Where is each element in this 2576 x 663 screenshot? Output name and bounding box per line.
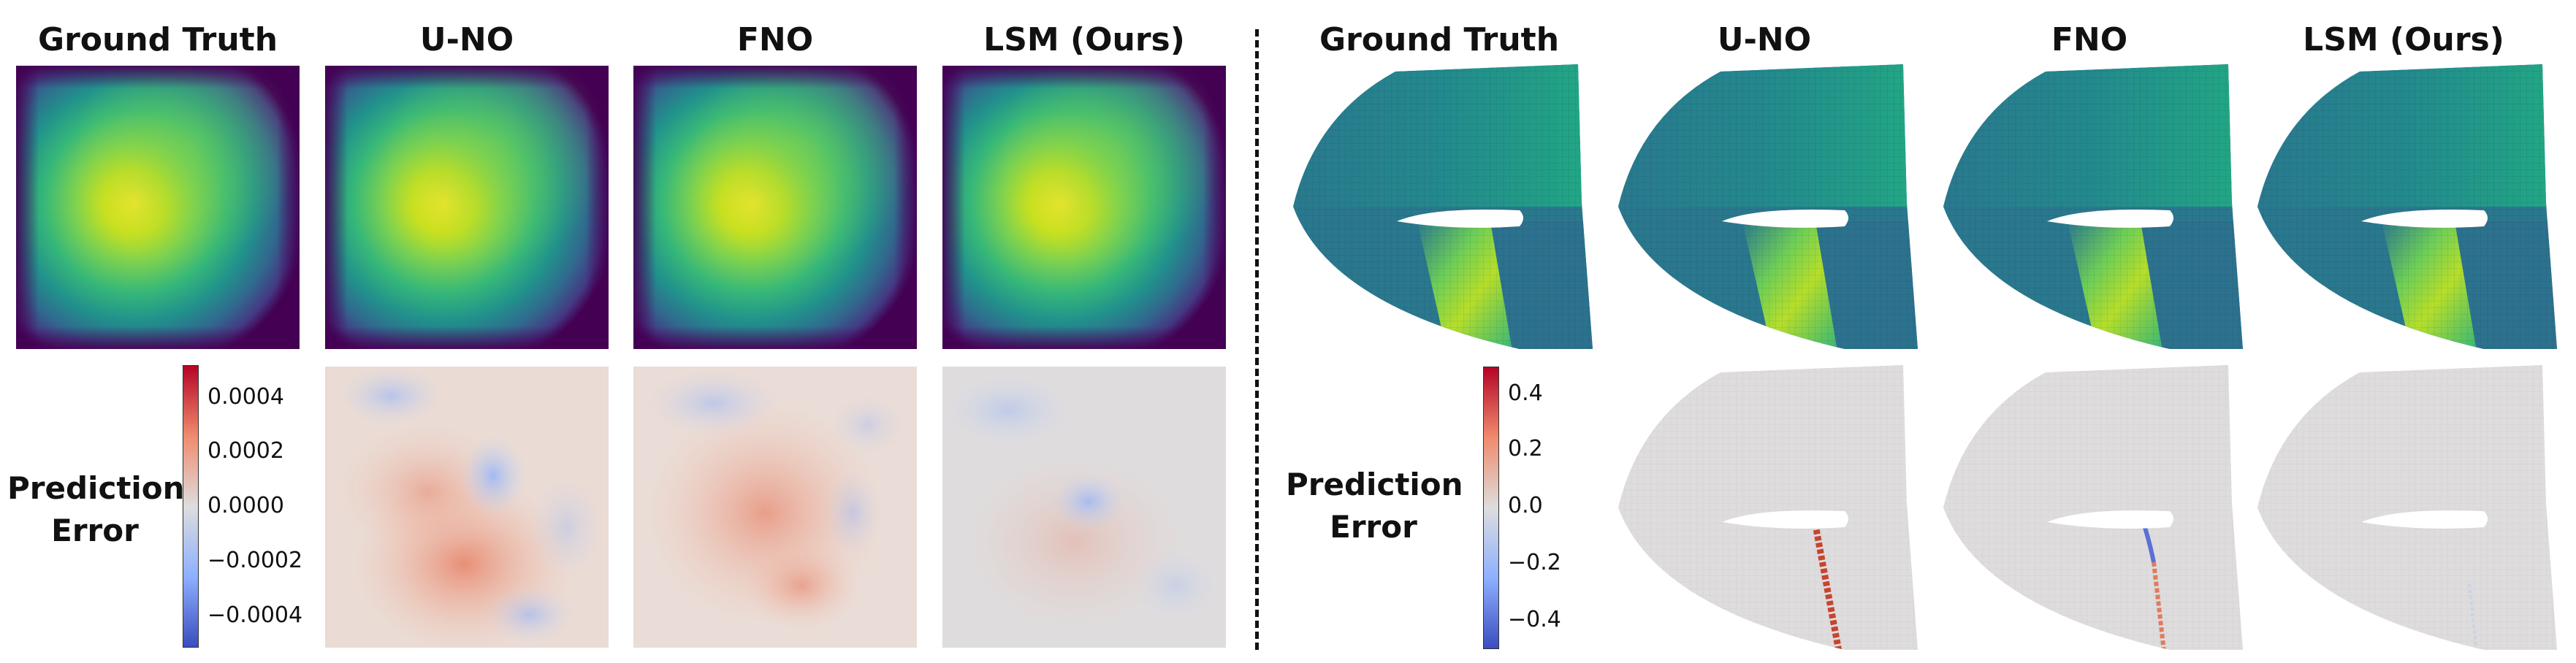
- left-cb-tick-3: −0.0002: [207, 548, 303, 573]
- left-row-label-line1: Prediction: [7, 470, 185, 506]
- left-row-label-line2: Error: [51, 513, 139, 548]
- left-col-title-fno: FNO: [736, 21, 814, 58]
- right-fno-error: [1936, 365, 2243, 651]
- right-col-title-u-no: U-NO: [1717, 21, 1812, 58]
- panel-divider: [1255, 29, 1259, 650]
- right-cb-tick-0: 0.4: [1508, 380, 1543, 406]
- left-cb-tick-0: 0.0004: [207, 384, 284, 410]
- left-ground-truth-field: [16, 66, 300, 349]
- right-cb-tick-4: −0.4: [1508, 607, 1561, 632]
- left-cb-tick-2: 0.0000: [207, 493, 284, 518]
- right-col-title-fno: FNO: [2051, 21, 2128, 58]
- right-col-title-ground-truth: Ground Truth: [1319, 21, 1560, 58]
- left-lsm-error: [942, 367, 1226, 648]
- right-cb-tick-1: 0.2: [1508, 436, 1543, 461]
- right-u-no-error: [1611, 365, 1918, 651]
- left-col-title-lsm: LSM (Ours): [983, 21, 1185, 58]
- left-u-no-error: [325, 367, 609, 648]
- left-fno-field: [633, 66, 917, 349]
- left-col-title-ground-truth: Ground Truth: [37, 21, 278, 58]
- left-col-title-u-no: U-NO: [419, 21, 514, 58]
- right-fno-field: [1936, 64, 2243, 350]
- right-colorbar: [1483, 367, 1499, 649]
- right-cb-tick-3: −0.2: [1508, 550, 1561, 575]
- right-col-title-lsm: LSM (Ours): [2303, 21, 2504, 58]
- right-u-no-field: [1611, 64, 1918, 350]
- right-row-label-line1: Prediction: [1286, 467, 1463, 502]
- right-cb-tick-2: 0.0: [1508, 493, 1543, 518]
- left-u-no-field: [325, 66, 609, 349]
- left-cb-tick-1: 0.0002: [207, 438, 284, 464]
- left-cb-tick-4: −0.0004: [207, 602, 303, 628]
- right-row-label-line2: Error: [1330, 509, 1417, 545]
- left-lsm-field: [942, 66, 1226, 349]
- left-colorbar: [183, 365, 199, 648]
- right-lsm-error: [2250, 365, 2557, 651]
- left-row-label: Prediction Error: [7, 467, 185, 552]
- right-lsm-field: [2250, 64, 2557, 350]
- right-row-label: Prediction Error: [1286, 464, 1463, 548]
- right-ground-truth-field: [1286, 64, 1593, 350]
- left-fno-error: [633, 367, 917, 648]
